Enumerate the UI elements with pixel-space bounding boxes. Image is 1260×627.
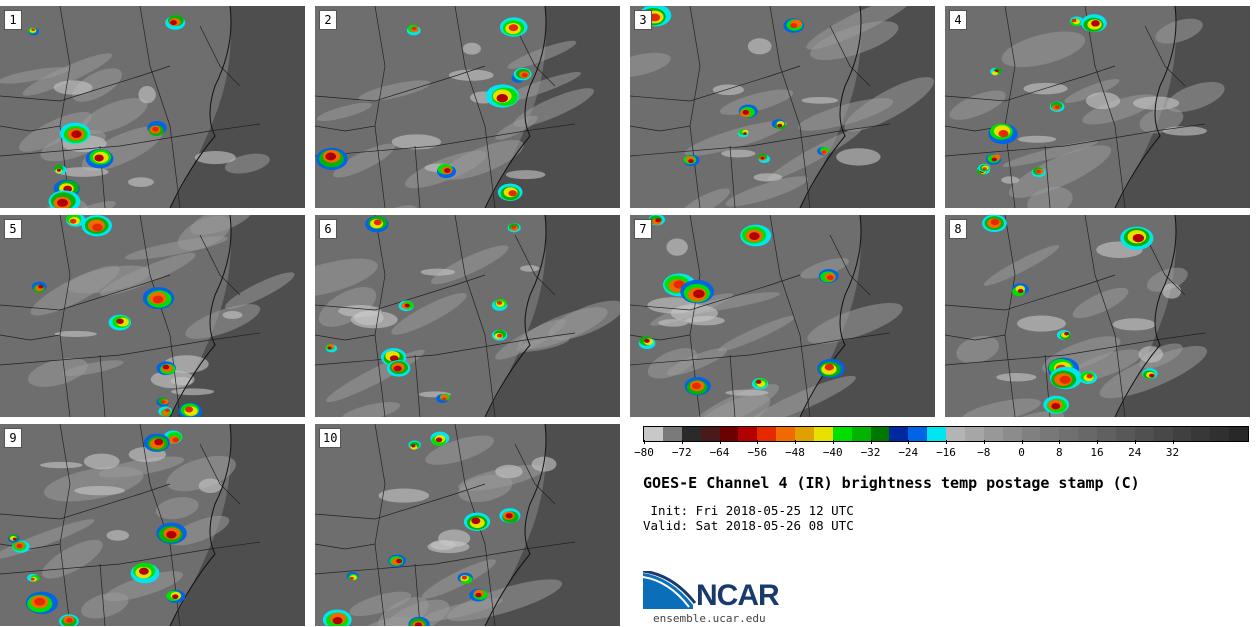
colorbar-segment [1191, 427, 1211, 441]
map-panel: 7 [630, 215, 935, 417]
valid-time: Valid: Sat 2018-05-26 08 UTC [643, 518, 854, 533]
colorbar-tick-label: −16 [936, 446, 956, 459]
colorbar-tick [983, 440, 985, 444]
colorbar-tick [832, 440, 834, 444]
colorbar-segment [1153, 427, 1173, 441]
ncar-logo-icon [643, 571, 697, 609]
panel-label: 10 [319, 428, 342, 448]
colorbar-segment [1229, 427, 1248, 441]
colorbar-segment [1115, 427, 1135, 441]
map-panel: 1 [0, 6, 305, 208]
colorbar-tick [1021, 440, 1023, 444]
colorbar-tick [1134, 440, 1136, 444]
panel-label: 2 [319, 10, 337, 30]
colorbar-segment [1021, 427, 1041, 441]
colorbar-segment [983, 427, 1003, 441]
colorbar-segment [1002, 427, 1022, 441]
colorbar-segment [1172, 427, 1192, 441]
colorbar-tick-label: −56 [747, 446, 768, 459]
ir-map [315, 215, 620, 417]
colorbar-tick-label: 8 [1055, 446, 1063, 459]
colorbar-segment [964, 427, 984, 441]
panel-label: 9 [4, 428, 22, 448]
colorbar-tick-label: −72 [671, 446, 692, 459]
colorbar-tick-label: −80 [634, 446, 654, 459]
colorbar-tick [681, 440, 683, 444]
ir-map [315, 424, 620, 626]
init-time: Init: Fri 2018-05-25 12 UTC [643, 503, 854, 518]
colorbar-segment [776, 427, 795, 441]
ir-map [0, 424, 305, 626]
colorbar-tick [1059, 440, 1061, 444]
map-panel: 8 [945, 215, 1250, 417]
colorbar-segment [1059, 427, 1079, 441]
panel-label: 4 [949, 10, 967, 30]
colorbar-segment [1134, 427, 1154, 441]
colorbar-tick-label: 16 [1090, 446, 1104, 459]
colorbar-tick [757, 440, 759, 444]
panel-label: 1 [4, 10, 22, 30]
colorbar-tick [908, 440, 910, 444]
colorbar-segment [681, 427, 701, 441]
page-title: GOES-E Channel 4 (IR) brightness temp po… [643, 474, 1140, 492]
colorbar-tick-label: −8 [977, 446, 991, 459]
colorbar-segment [870, 427, 890, 441]
colorbar-tick [719, 440, 721, 444]
map-panel: 2 [315, 6, 620, 208]
colorbar-segment [927, 427, 946, 441]
logo-text: NCAR [696, 579, 780, 612]
colorbar [643, 426, 1249, 442]
map-panel: 6 [315, 215, 620, 417]
colorbar-segment [908, 427, 928, 441]
colorbar-segment [795, 427, 814, 441]
colorbar-tick [870, 440, 872, 444]
map-panel: 9 [0, 424, 305, 626]
colorbar-segment [719, 427, 739, 441]
colorbar-segment [1078, 427, 1097, 441]
ir-map [0, 6, 305, 208]
panel-label: 3 [634, 10, 652, 30]
ir-map [630, 6, 935, 208]
colorbar-tick-label: 32 [1165, 446, 1180, 459]
colorbar-tick [1097, 440, 1098, 444]
colorbar-tick-label: −32 [860, 446, 881, 459]
panel-label: 7 [634, 219, 652, 239]
panel-label: 8 [949, 219, 967, 239]
ir-map [315, 6, 620, 208]
ir-map [0, 215, 305, 417]
colorbar-segment [813, 427, 833, 441]
colorbar-segment [662, 427, 682, 441]
colorbar-tick-label: 24 [1128, 446, 1142, 459]
panel-label: 5 [4, 219, 22, 239]
colorbar-segment [1097, 427, 1116, 441]
map-panel: 10 [315, 424, 620, 626]
colorbar-tick-label: −64 [709, 446, 730, 459]
ir-map [630, 215, 935, 417]
colorbar-tick-label: 0 [1018, 446, 1025, 459]
map-panel: 3 [630, 6, 935, 208]
colorbar-segment [644, 427, 663, 441]
ir-map [945, 6, 1250, 208]
colorbar-segment [1210, 427, 1230, 441]
colorbar-segment [700, 427, 720, 441]
panel-label: 6 [319, 219, 337, 239]
colorbar-tick-label: −24 [898, 446, 919, 459]
colorbar-segment [832, 427, 852, 441]
ir-map [945, 215, 1250, 417]
colorbar-segment [851, 427, 871, 441]
colorbar-tick [1172, 440, 1174, 444]
colorbar-tick [644, 440, 645, 444]
colorbar-tick [946, 440, 947, 444]
colorbar-segment [738, 427, 758, 441]
map-panel: 5 [0, 215, 305, 417]
colorbar-segment [889, 427, 909, 441]
map-panel: 4 [945, 6, 1250, 208]
colorbar-segment [1040, 427, 1060, 441]
site-url: ensemble.ucar.edu [653, 612, 766, 625]
colorbar-segment [946, 427, 965, 441]
colorbar-tick-label: −40 [822, 446, 843, 459]
colorbar-tick-label: −48 [785, 446, 805, 459]
colorbar-segment [757, 427, 777, 441]
colorbar-tick [795, 440, 796, 444]
